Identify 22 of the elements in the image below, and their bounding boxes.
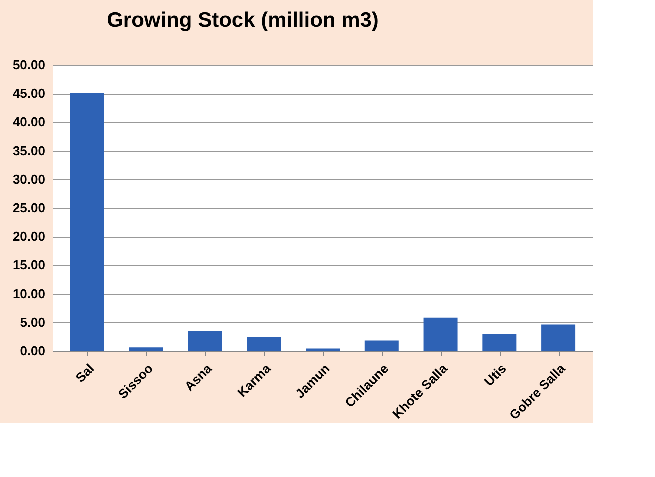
chart-title: Growing Stock (million m3) — [107, 9, 379, 32]
bar — [188, 330, 222, 351]
bar — [542, 324, 576, 351]
bar — [364, 340, 399, 351]
y-tick-label: 10.00 — [12, 286, 46, 302]
bar — [247, 337, 282, 351]
y-tick-label: 15.00 — [12, 258, 46, 273]
bar — [424, 318, 458, 351]
y-tick-label: 50.00 — [12, 58, 46, 72]
bar — [482, 334, 517, 351]
y-tick-label: 0.00 — [20, 344, 46, 358]
y-tick-label: 5.00 — [20, 314, 46, 330]
x-tick-label: Sal — [72, 361, 98, 386]
y-tick-label: 45.00 — [12, 86, 46, 102]
y-tick-label: 35.00 — [12, 143, 46, 158]
x-tick-label: Utis — [481, 361, 510, 390]
y-tick-label: 20.00 — [12, 229, 46, 244]
y-tick-label: 40.00 — [12, 114, 46, 130]
bar — [129, 348, 164, 351]
bar — [70, 93, 104, 351]
y-tick-label: 25.00 — [12, 200, 46, 216]
y-tick-label: 30.00 — [12, 172, 46, 187]
